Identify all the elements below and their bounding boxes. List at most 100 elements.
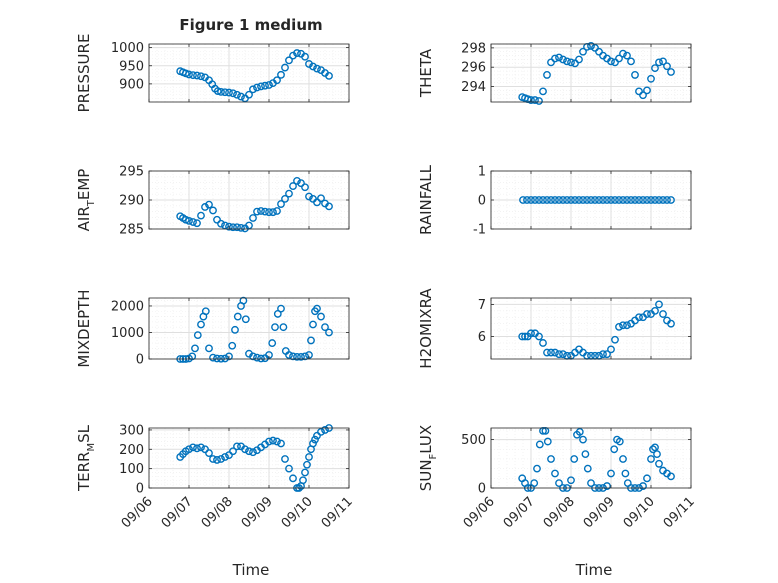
- data-point: [559, 196, 567, 204]
- data-point: [253, 207, 261, 216]
- data-point: [539, 196, 547, 204]
- data-point: [635, 87, 643, 96]
- data-point: [293, 49, 301, 57]
- data-point: [277, 200, 285, 208]
- data-point: [599, 196, 607, 204]
- data-point: [611, 58, 619, 67]
- data-point: [197, 72, 205, 81]
- x-tick-label: 09/07: [501, 494, 538, 531]
- data-point: [225, 352, 233, 361]
- data-point: [297, 352, 305, 361]
- data-point: [635, 196, 643, 204]
- data-point: [228, 341, 237, 350]
- data-point: [655, 459, 663, 468]
- data-point: [551, 196, 559, 204]
- data-point: [543, 348, 551, 357]
- y-tick-label: 900: [119, 77, 144, 92]
- x-tick-label: 09/09: [581, 494, 618, 531]
- data-point: [273, 207, 281, 215]
- data-point: [619, 455, 627, 463]
- data-point: [269, 436, 277, 445]
- data-point: [643, 86, 651, 95]
- data-point: [268, 339, 277, 347]
- data-point: [201, 203, 209, 211]
- data-point: [575, 196, 583, 204]
- data-point: [571, 196, 579, 204]
- subplot-2: 294 296 298 THETA: [417, 41, 692, 105]
- data-point: [191, 344, 199, 353]
- x-axis-label-left: Time: [232, 561, 270, 579]
- data-point: [297, 179, 305, 188]
- data-point: [285, 464, 293, 473]
- data-point: [535, 332, 543, 341]
- data-point: [277, 304, 285, 313]
- data-point: [631, 196, 639, 204]
- data-point: [659, 57, 667, 66]
- x-tick-label: 09/10: [279, 494, 316, 531]
- data-point: [543, 71, 551, 79]
- data-point: [599, 350, 607, 359]
- data-point: [253, 353, 261, 362]
- axes-box: [148, 43, 350, 103]
- data-point: [623, 321, 631, 330]
- axes-box: [490, 297, 692, 360]
- data-point: [575, 427, 584, 436]
- data-point: [257, 82, 265, 91]
- data-point: [647, 455, 655, 463]
- data-point: [241, 315, 250, 324]
- y-tick-label: 2000: [111, 299, 144, 314]
- data-point: [289, 182, 297, 190]
- data-point: [615, 54, 623, 63]
- data-point: [659, 310, 667, 318]
- data-point: [193, 71, 201, 80]
- data-point: [639, 482, 647, 490]
- data-point: [581, 450, 590, 459]
- data-point: [325, 72, 333, 80]
- x-tick-label: 09/07: [159, 494, 196, 531]
- y-tick-label: 295: [119, 165, 144, 180]
- data-point: [579, 435, 587, 444]
- data-point: [547, 348, 555, 357]
- data-point: [305, 192, 313, 201]
- data-point: [527, 329, 535, 338]
- subplot-8: 0 500 SUNFLUX 09/06 09/07 09/08 09/09 09/10 09/1…: [417, 425, 698, 532]
- data-point: [521, 332, 529, 341]
- data-point: [607, 345, 615, 354]
- data-point: [527, 196, 535, 204]
- data-point: [299, 476, 307, 485]
- data-point: [653, 450, 661, 459]
- data-point: [233, 223, 241, 232]
- data-point: [201, 307, 210, 316]
- data-point: [655, 196, 663, 204]
- data-point: [325, 328, 333, 337]
- data-point: [225, 88, 233, 97]
- data-point: [273, 437, 281, 446]
- x-tick-label: 09/09: [239, 494, 276, 531]
- y-tick-label: 0: [478, 194, 486, 209]
- data-point: [667, 196, 675, 204]
- x-tick-label: 09/08: [541, 494, 578, 531]
- y-tick-label: 300: [119, 423, 144, 438]
- data-point: [271, 323, 279, 332]
- data-point: [543, 437, 552, 446]
- data-point: [651, 196, 659, 204]
- data-point: [193, 444, 201, 453]
- data-point: [229, 223, 237, 232]
- data-point: [189, 443, 197, 452]
- y-tick-label: -1: [473, 223, 486, 238]
- data-point: [185, 216, 193, 225]
- data-point: [519, 196, 527, 204]
- data-point: [285, 351, 293, 359]
- data-point: [197, 320, 205, 329]
- data-point: [667, 68, 675, 76]
- y-tick-label: 6: [478, 330, 486, 345]
- x-tick-label: 09/11: [319, 494, 356, 531]
- subplot-3: 285 290 295 AIRTEMP: [75, 165, 350, 238]
- y-tick-label: 200: [119, 443, 144, 458]
- data-point: [281, 63, 289, 72]
- y-axis-label: SUNFLUX: [417, 425, 439, 491]
- data-point: [321, 323, 329, 332]
- data-point: [193, 331, 202, 340]
- data-point: [307, 336, 315, 345]
- data-point: [245, 90, 253, 99]
